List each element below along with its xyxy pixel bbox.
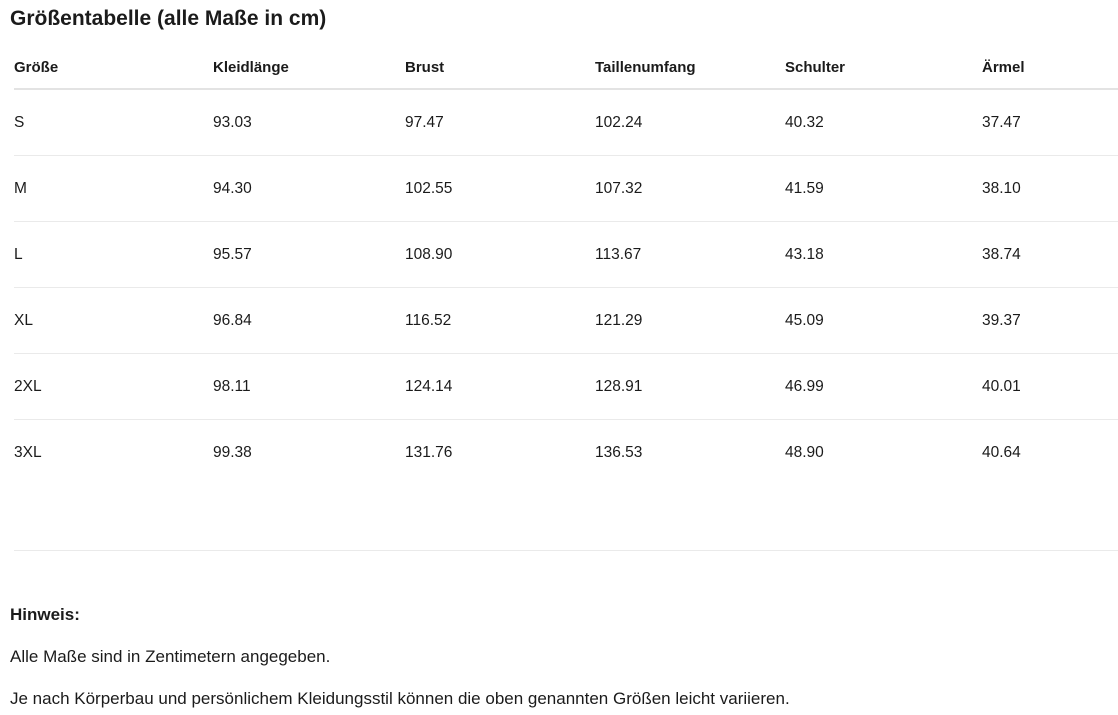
table-row-l: L 95.57 108.90 113.67 43.18 38.74 <box>0 222 1118 287</box>
column-header-groesse: Größe <box>14 58 59 76</box>
column-header-brust: Brust <box>405 58 445 76</box>
table-row-s: S 93.03 97.47 102.24 40.32 37.47 <box>0 90 1118 155</box>
cell-aermel: 38.10 <box>982 179 1021 197</box>
cell-kleidlaenge: 99.38 <box>213 443 252 461</box>
cell-size: M <box>14 179 27 197</box>
cell-aermel: 38.74 <box>982 245 1021 263</box>
row-divider <box>14 221 1118 222</box>
cell-schulter: 43.18 <box>785 245 824 263</box>
note-section: Hinweis: Alle Maße sind in Zentimetern a… <box>10 602 1118 712</box>
size-table: Größe Kleidlänge Brust Taillenumfang Sch… <box>0 46 1118 551</box>
row-divider <box>14 353 1118 354</box>
cell-taillenumfang: 107.32 <box>595 179 643 197</box>
column-header-kleidlaenge: Kleidlänge <box>213 58 289 76</box>
cell-schulter: 40.32 <box>785 113 824 131</box>
cell-taillenumfang: 128.91 <box>595 377 643 395</box>
table-row-2xl: 2XL 98.11 124.14 128.91 46.99 40.01 <box>0 354 1118 419</box>
table-row-3xl: 3XL 99.38 131.76 136.53 48.90 40.64 <box>0 420 1118 485</box>
cell-size: XL <box>14 311 33 329</box>
cell-taillenumfang: 121.29 <box>595 311 643 329</box>
table-bottom-spacer <box>0 485 1118 550</box>
column-header-schulter: Schulter <box>785 58 846 76</box>
cell-size: S <box>14 113 25 131</box>
note-line-units: Alle Maße sind in Zentimetern angegeben. <box>10 647 331 666</box>
table-row-m: M 94.30 102.55 107.32 41.59 38.10 <box>0 156 1118 221</box>
row-divider <box>14 287 1118 288</box>
cell-schulter: 46.99 <box>785 377 824 395</box>
cell-schulter: 45.09 <box>785 311 824 329</box>
cell-brust: 124.14 <box>405 377 453 395</box>
cell-kleidlaenge: 93.03 <box>213 113 252 131</box>
row-divider <box>14 419 1118 420</box>
table-bottom-divider <box>14 550 1118 551</box>
note-line-variance: Je nach Körperbau und persönlichem Kleid… <box>10 689 790 708</box>
cell-taillenumfang: 136.53 <box>595 443 643 461</box>
table-row-xl: XL 96.84 116.52 121.29 45.09 39.37 <box>0 288 1118 353</box>
table-header-row: Größe Kleidlänge Brust Taillenumfang Sch… <box>0 46 1118 88</box>
cell-size: 2XL <box>14 377 42 395</box>
cell-brust: 108.90 <box>405 245 453 263</box>
cell-brust: 131.76 <box>405 443 453 461</box>
cell-brust: 116.52 <box>405 311 452 329</box>
cell-taillenumfang: 102.24 <box>595 113 643 131</box>
cell-brust: 97.47 <box>405 113 444 131</box>
cell-size: 3XL <box>14 443 42 461</box>
cell-brust: 102.55 <box>405 179 453 197</box>
cell-kleidlaenge: 96.84 <box>213 311 252 329</box>
note-heading: Hinweis: <box>10 605 80 624</box>
cell-aermel: 39.37 <box>982 311 1021 329</box>
cell-aermel: 40.01 <box>982 377 1021 395</box>
column-header-taillenumfang: Taillenumfang <box>595 58 696 76</box>
column-header-aermel: Ärmel <box>982 58 1025 76</box>
page-title: Größentabelle (alle Maße in cm) <box>10 7 327 30</box>
cell-taillenumfang: 113.67 <box>595 245 642 263</box>
cell-kleidlaenge: 95.57 <box>213 245 252 263</box>
cell-kleidlaenge: 94.30 <box>213 179 252 197</box>
cell-size: L <box>14 245 23 263</box>
cell-aermel: 40.64 <box>982 443 1021 461</box>
cell-kleidlaenge: 98.11 <box>213 377 251 395</box>
cell-aermel: 37.47 <box>982 113 1021 131</box>
cell-schulter: 41.59 <box>785 179 824 197</box>
row-divider <box>14 155 1118 156</box>
header-divider <box>14 88 1118 90</box>
cell-schulter: 48.90 <box>785 443 824 461</box>
